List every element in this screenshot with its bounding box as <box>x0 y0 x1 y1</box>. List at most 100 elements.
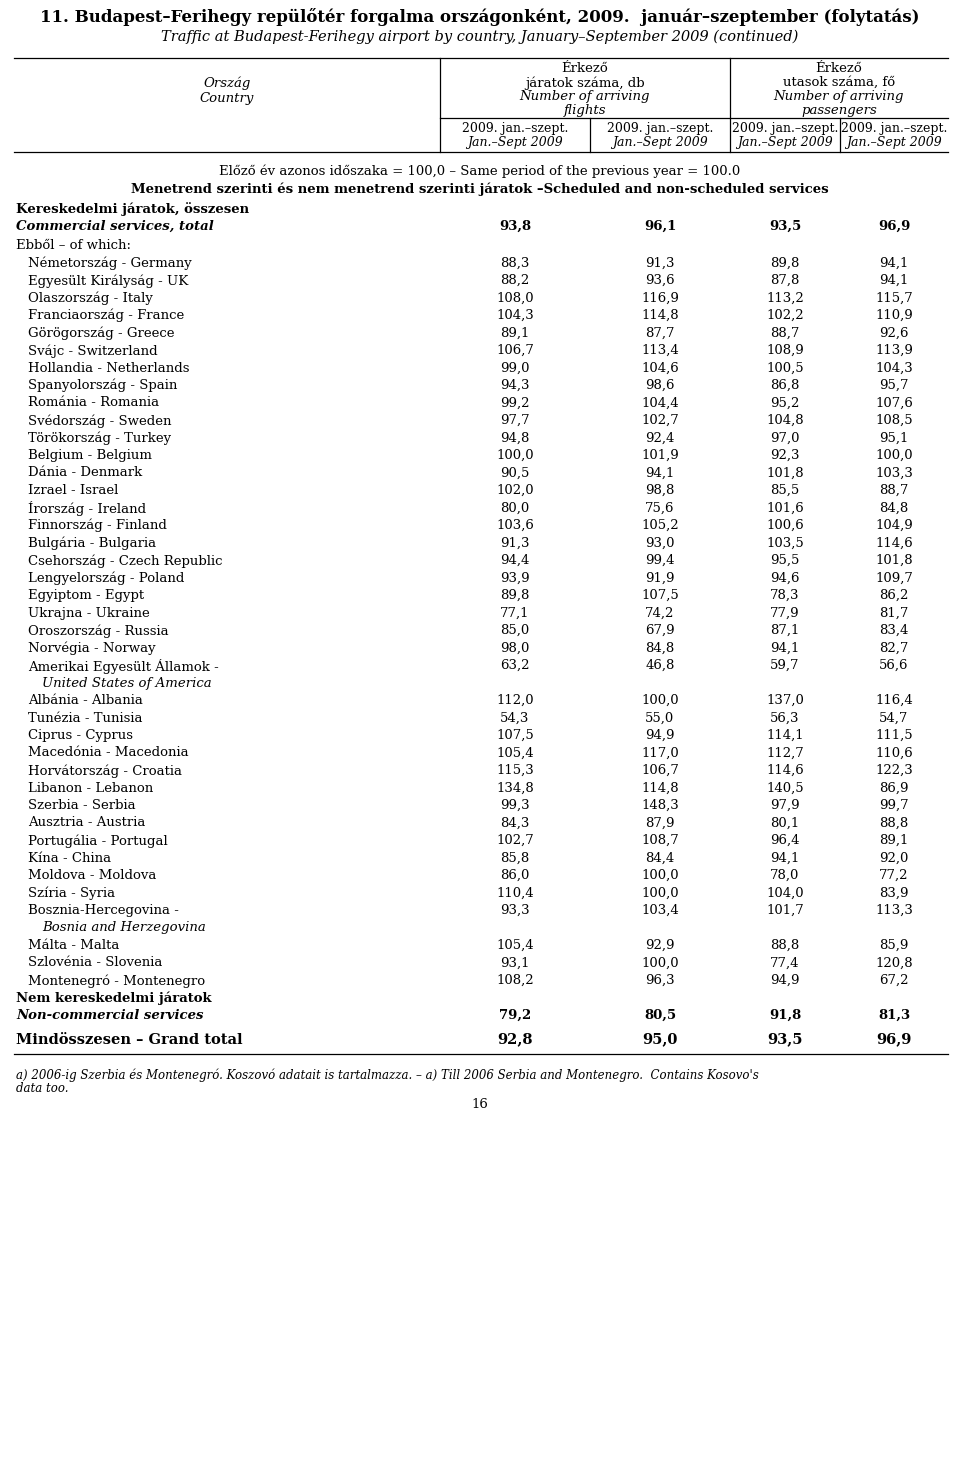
Text: Amerikai Egyesült Államok -: Amerikai Egyesült Államok - <box>28 659 219 674</box>
Text: Ciprus - Cyprus: Ciprus - Cyprus <box>28 730 133 743</box>
Text: 95,1: 95,1 <box>879 431 909 444</box>
Text: 92,3: 92,3 <box>770 449 800 462</box>
Text: 148,3: 148,3 <box>641 800 679 811</box>
Text: Nem kereskedelmi járatok: Nem kereskedelmi járatok <box>16 991 211 1004</box>
Text: 79,2: 79,2 <box>499 1009 531 1022</box>
Text: Finnország - Finland: Finnország - Finland <box>28 519 167 532</box>
Text: Portugália - Portugal: Portugália - Portugal <box>28 833 168 848</box>
Text: 94,8: 94,8 <box>500 431 530 444</box>
Text: 115,3: 115,3 <box>496 765 534 776</box>
Text: 110,9: 110,9 <box>876 308 913 322</box>
Text: Moldova - Moldova: Moldova - Moldova <box>28 868 156 882</box>
Text: 104,6: 104,6 <box>641 361 679 374</box>
Text: 93,6: 93,6 <box>645 273 675 287</box>
Text: 81,3: 81,3 <box>878 1009 910 1022</box>
Text: 100,0: 100,0 <box>641 694 679 708</box>
Text: 92,6: 92,6 <box>879 326 909 339</box>
Text: Izrael - Israel: Izrael - Israel <box>28 484 118 497</box>
Text: 100,0: 100,0 <box>641 868 679 882</box>
Text: 98,8: 98,8 <box>645 484 675 497</box>
Text: 87,7: 87,7 <box>645 326 675 339</box>
Text: 88,8: 88,8 <box>879 816 908 829</box>
Text: utasok száma, fő: utasok száma, fő <box>783 76 895 89</box>
Text: Ebből – of which:: Ebből – of which: <box>16 238 131 251</box>
Text: Dánia - Denmark: Dánia - Denmark <box>28 466 142 480</box>
Text: data too.: data too. <box>16 1082 68 1095</box>
Text: 134,8: 134,8 <box>496 782 534 794</box>
Text: Románia - Romania: Románia - Romania <box>28 396 159 409</box>
Text: United States of America: United States of America <box>42 677 211 690</box>
Text: 101,8: 101,8 <box>876 554 913 567</box>
Text: 105,2: 105,2 <box>641 519 679 532</box>
Text: Málta - Malta: Málta - Malta <box>28 939 119 952</box>
Text: Ukrajna - Ukraine: Ukrajna - Ukraine <box>28 607 150 620</box>
Text: 87,9: 87,9 <box>645 816 675 829</box>
Text: Norvégia - Norway: Norvégia - Norway <box>28 642 156 655</box>
Text: 101,6: 101,6 <box>766 501 804 515</box>
Text: 108,9: 108,9 <box>766 344 804 357</box>
Text: 90,5: 90,5 <box>500 466 530 480</box>
Text: 93,5: 93,5 <box>767 1032 803 1047</box>
Text: Egyiptom - Egypt: Egyiptom - Egypt <box>28 589 144 602</box>
Text: 89,8: 89,8 <box>500 589 530 602</box>
Text: 94,1: 94,1 <box>879 256 909 269</box>
Text: Törökország - Turkey: Törökország - Turkey <box>28 431 171 444</box>
Text: 88,2: 88,2 <box>500 273 530 287</box>
Text: 98,0: 98,0 <box>500 642 530 655</box>
Text: 93,1: 93,1 <box>500 956 530 969</box>
Text: 96,9: 96,9 <box>877 219 910 232</box>
Text: Lengyelország - Poland: Lengyelország - Poland <box>28 572 184 585</box>
Text: 105,4: 105,4 <box>496 747 534 759</box>
Text: 85,5: 85,5 <box>770 484 800 497</box>
Text: 110,4: 110,4 <box>496 886 534 899</box>
Text: 94,9: 94,9 <box>645 730 675 743</box>
Text: 80,0: 80,0 <box>500 501 530 515</box>
Text: 102,7: 102,7 <box>641 414 679 427</box>
Text: 100,0: 100,0 <box>496 449 534 462</box>
Text: 100,0: 100,0 <box>641 886 679 899</box>
Text: 100,0: 100,0 <box>641 956 679 969</box>
Text: 16: 16 <box>471 1098 489 1111</box>
Text: Montenegró - Montenegro: Montenegró - Montenegro <box>28 974 205 987</box>
Text: 77,1: 77,1 <box>500 607 530 620</box>
Text: Írország - Ireland: Írország - Ireland <box>28 501 146 516</box>
Text: Country: Country <box>200 92 254 105</box>
Text: 95,7: 95,7 <box>879 379 909 392</box>
Text: Commercial services, total: Commercial services, total <box>16 219 214 232</box>
Text: passengers: passengers <box>802 104 876 117</box>
Text: Menetrend szerinti és nem menetrend szerinti járatok –Scheduled and non-schedule: Menetrend szerinti és nem menetrend szer… <box>132 181 828 196</box>
Text: Jan.–Sept 2009: Jan.–Sept 2009 <box>612 136 708 149</box>
Text: 67,2: 67,2 <box>879 974 909 987</box>
Text: Belgium - Belgium: Belgium - Belgium <box>28 449 152 462</box>
Text: 140,5: 140,5 <box>766 782 804 794</box>
Text: 95,5: 95,5 <box>770 554 800 567</box>
Text: 103,3: 103,3 <box>876 466 913 480</box>
Text: 82,7: 82,7 <box>879 642 909 655</box>
Text: Libanon - Lebanon: Libanon - Lebanon <box>28 782 154 794</box>
Text: 107,5: 107,5 <box>496 730 534 743</box>
Text: 55,0: 55,0 <box>645 712 675 725</box>
Text: Mindösszesen – Grand total: Mindösszesen – Grand total <box>16 1032 243 1047</box>
Text: 100,0: 100,0 <box>876 449 913 462</box>
Text: Németország - Germany: Németország - Germany <box>28 256 192 270</box>
Text: Number of arriving: Number of arriving <box>774 91 904 102</box>
Text: Szíria - Syria: Szíria - Syria <box>28 886 115 901</box>
Text: 92,4: 92,4 <box>645 431 675 444</box>
Text: 11. Budapest–Ferihegy repülőtér forgalma országonként, 2009.  január–szeptember : 11. Budapest–Ferihegy repülőtér forgalma… <box>40 7 920 26</box>
Text: 94,1: 94,1 <box>770 642 800 655</box>
Text: Szlovénia - Slovenia: Szlovénia - Slovenia <box>28 956 162 969</box>
Text: 99,4: 99,4 <box>645 554 675 567</box>
Text: Spanyolország - Spain: Spanyolország - Spain <box>28 379 178 392</box>
Text: 87,8: 87,8 <box>770 273 800 287</box>
Text: 83,4: 83,4 <box>879 624 909 637</box>
Text: Franciaország - France: Franciaország - France <box>28 308 184 323</box>
Text: 112,0: 112,0 <box>496 694 534 708</box>
Text: 74,2: 74,2 <box>645 607 675 620</box>
Text: 93,8: 93,8 <box>499 219 531 232</box>
Text: 120,8: 120,8 <box>876 956 913 969</box>
Text: 96,3: 96,3 <box>645 974 675 987</box>
Text: 86,0: 86,0 <box>500 868 530 882</box>
Text: 80,5: 80,5 <box>644 1009 676 1022</box>
Text: Szerbia - Serbia: Szerbia - Serbia <box>28 800 135 811</box>
Text: 96,1: 96,1 <box>644 219 676 232</box>
